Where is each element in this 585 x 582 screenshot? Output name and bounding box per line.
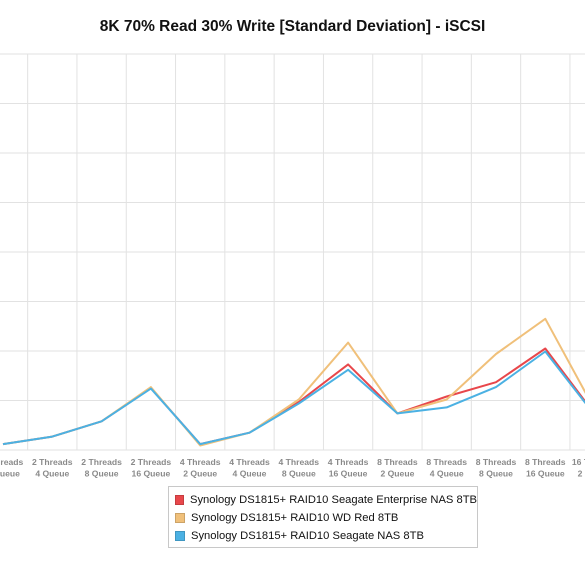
- grid: [0, 53, 585, 451]
- x-tick-label: 8 Threads 2 Queue: [377, 457, 418, 479]
- series-lines: [2, 317, 585, 447]
- legend-label: Synology DS1815+ RAID10 Seagate NAS 8TB: [191, 530, 424, 542]
- legend-swatch: [175, 513, 185, 523]
- legend-item: Synology DS1815+ RAID10 WD Red 8TB: [175, 509, 477, 527]
- legend-label: Synology DS1815+ RAID10 Seagate Enterpri…: [190, 494, 477, 506]
- x-tick-label: 8 Threads 16 Queue: [525, 457, 566, 479]
- legend-swatch: [175, 531, 185, 541]
- legend: Synology DS1815+ RAID10 Seagate Enterpri…: [168, 486, 478, 548]
- legend-swatch: [175, 495, 184, 505]
- x-tick-label: 4 Threads 4 Queue: [229, 457, 270, 479]
- x-tick-label: 8 Threads 8 Queue: [476, 457, 517, 479]
- legend-item: Synology DS1815+ RAID10 Seagate Enterpri…: [175, 491, 477, 509]
- x-tick-label: 4 Threads 8 Queue: [278, 457, 319, 479]
- x-tick-label: 4 Threads 16 Queue: [328, 457, 369, 479]
- series-line: [2, 350, 585, 446]
- legend-item: Synology DS1815+ RAID10 Seagate NAS 8TB: [175, 527, 477, 545]
- x-tick-label: 8 Threads 4 Queue: [426, 457, 467, 479]
- x-tick-label: 4 Threads 2 Queue: [180, 457, 221, 479]
- x-tick-label: 2 Threads 16 Queue: [131, 457, 172, 479]
- x-tick-label: 2 Threads 8 Queue: [81, 457, 122, 479]
- legend-label: Synology DS1815+ RAID10 WD Red 8TB: [191, 512, 399, 524]
- series-line: [2, 347, 585, 446]
- x-tick-label: 2 Threads 4 Queue: [32, 457, 73, 479]
- chart-title: 8K 70% Read 30% Write [Standard Deviatio…: [99, 18, 486, 35]
